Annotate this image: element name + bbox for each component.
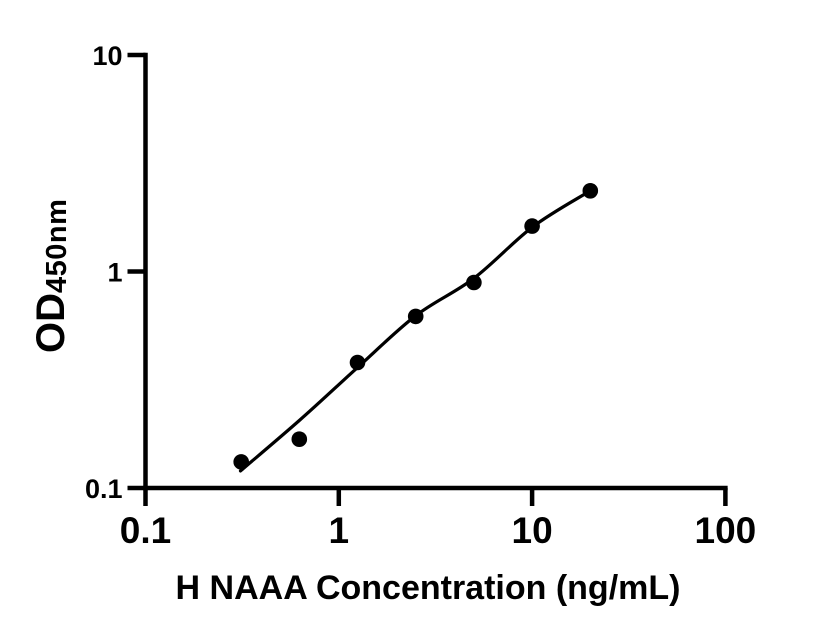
y-axis-title: OD450nm: [29, 198, 73, 353]
data-point: [407, 308, 424, 325]
y-tick-label: 0.1: [85, 474, 123, 504]
data-point: [349, 354, 366, 371]
y-tick-label: 10: [92, 41, 122, 71]
x-tick-label: 10: [512, 510, 553, 551]
x-tick-label: 0.1: [120, 510, 171, 551]
data-point: [582, 183, 599, 199]
y-tick-label: 1: [107, 258, 122, 288]
y-axis-title-main: OD: [29, 293, 73, 353]
data-point: [291, 431, 308, 448]
data-point: [524, 218, 540, 234]
y-axis-title-subscript: 450nm: [41, 198, 73, 293]
data-point: [233, 454, 249, 470]
data-point: [466, 274, 482, 291]
fit-curve: [238, 190, 590, 473]
x-tick-label: 1: [329, 510, 350, 551]
x-tick-label: 100: [695, 510, 757, 551]
x-axis-title: H NAAA Concentration (ng/mL): [175, 569, 681, 607]
